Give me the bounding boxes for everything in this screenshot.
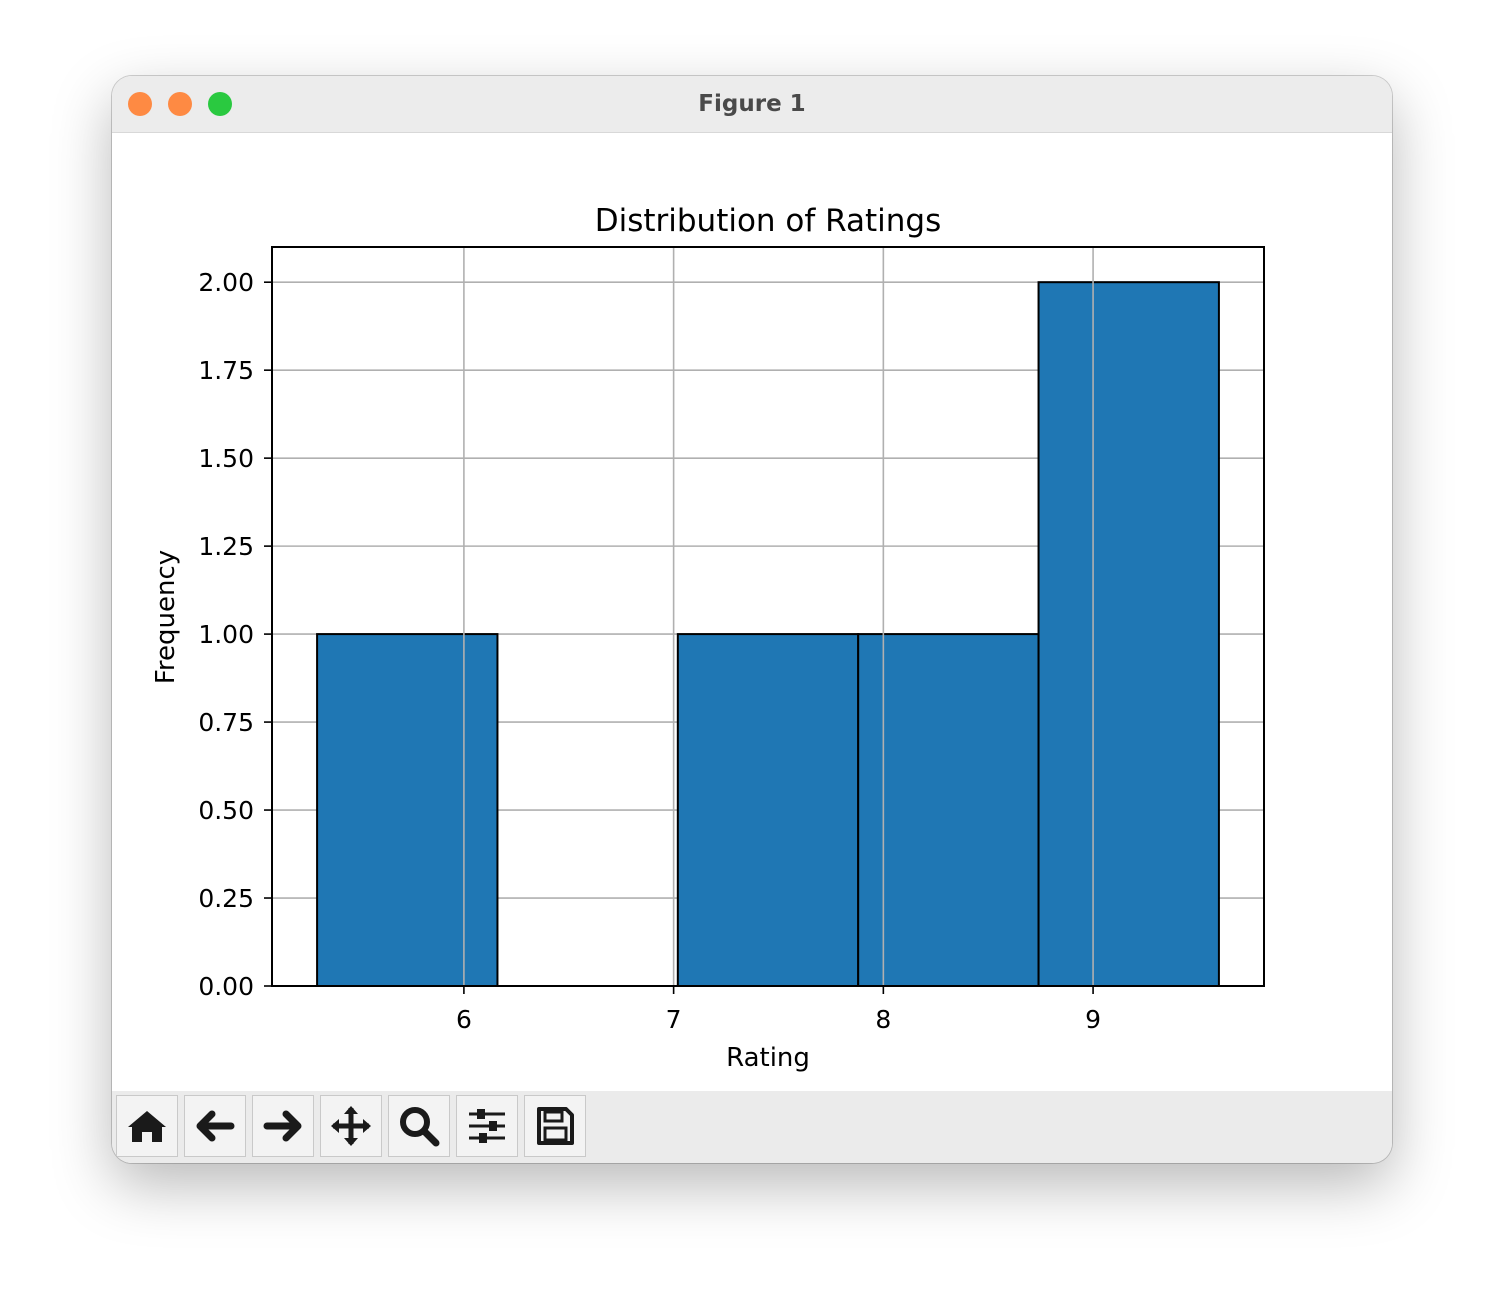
figure-window: Figure 1 6 7 8 9 0.00 0.25 0.50 0.75 1.00 1.25 1.5… xyxy=(112,76,1392,1163)
sliders-icon xyxy=(469,1109,505,1143)
y-tick-label: 0.00 xyxy=(198,972,254,1001)
y-tick-label: 1.00 xyxy=(198,620,254,649)
arrow-right-icon xyxy=(263,1110,302,1142)
y-tick-label: 0.75 xyxy=(198,708,254,737)
home-button[interactable] xyxy=(116,1095,178,1157)
pan-button[interactable] xyxy=(320,1095,382,1157)
y-tick-label: 2.00 xyxy=(198,268,254,297)
move-icon xyxy=(331,1106,371,1146)
histogram-bar xyxy=(316,633,499,987)
y-tick-label: 1.25 xyxy=(198,532,254,561)
y-tick-label: 0.25 xyxy=(198,884,254,913)
navigation-toolbar xyxy=(112,1091,1392,1163)
configure-subplots-button[interactable] xyxy=(456,1095,518,1157)
x-tick-label: 9 xyxy=(1085,1005,1101,1034)
close-window-button[interactable] xyxy=(128,92,152,116)
y-tick-label: 1.50 xyxy=(198,444,254,473)
title-bar: Figure 1 xyxy=(112,76,1392,133)
y-axis-label: Frequency xyxy=(151,550,181,684)
zoom-button[interactable] xyxy=(388,1095,450,1157)
histogram-bar xyxy=(857,633,1040,987)
vertical-grid-overlay xyxy=(463,247,1094,986)
histogram-bar xyxy=(676,633,860,987)
minimize-window-button[interactable] xyxy=(168,92,192,116)
magnifier-icon xyxy=(400,1107,440,1147)
arrow-left-icon xyxy=(196,1110,235,1142)
back-button[interactable] xyxy=(184,1095,246,1157)
floppy-disk-icon xyxy=(537,1107,574,1145)
forward-button[interactable] xyxy=(252,1095,314,1157)
chart-title: Distribution of Ratings xyxy=(595,203,942,239)
histogram-bar xyxy=(1037,281,1220,987)
x-tick-label: 6 xyxy=(456,1005,472,1034)
maximize-window-button[interactable] xyxy=(208,92,232,116)
home-icon xyxy=(128,1111,166,1142)
axis-ticks: 6 7 8 9 0.00 0.25 0.50 0.75 1.00 1.25 1.50 1.75 2.00 xyxy=(198,268,1101,1034)
figure-canvas[interactable]: 6 7 8 9 0.00 0.25 0.50 0.75 1.00 1.25 1.50 1.75 2.00… xyxy=(112,133,1392,1091)
x-tick-label: 7 xyxy=(666,1005,682,1034)
save-button[interactable] xyxy=(524,1095,586,1157)
histogram-chart: 6 7 8 9 0.00 0.25 0.50 0.75 1.00 1.25 1.50 1.75 2.00… xyxy=(151,203,1265,1073)
window-title: Figure 1 xyxy=(698,91,806,117)
plot-frame xyxy=(271,246,1265,987)
y-tick-label: 0.50 xyxy=(198,796,254,825)
x-tick-label: 8 xyxy=(875,1005,891,1034)
x-axis-label: Rating xyxy=(726,1043,810,1073)
y-tick-label: 1.75 xyxy=(198,356,254,385)
bars xyxy=(316,281,1220,987)
